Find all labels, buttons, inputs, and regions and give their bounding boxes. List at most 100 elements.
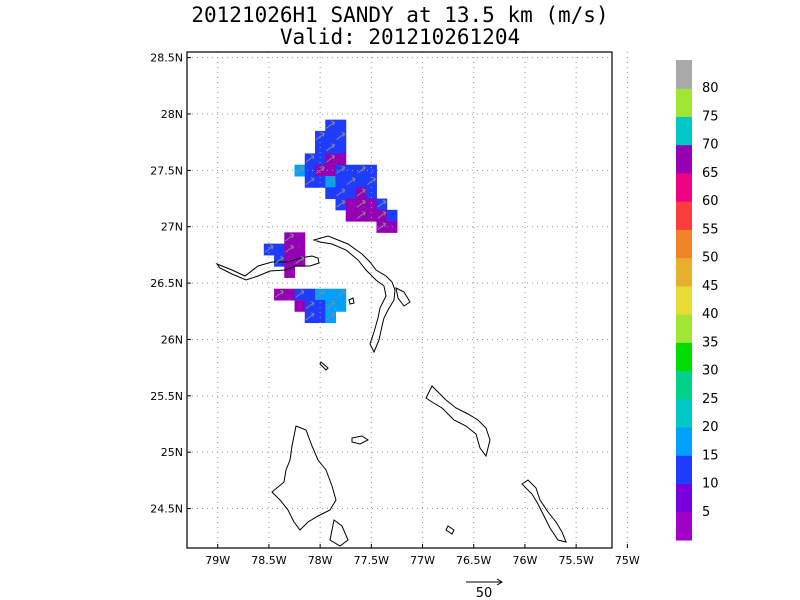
wind-cell [284, 288, 296, 301]
wind-vector-arrow [285, 233, 295, 242]
coastline-eleuthera [425, 385, 491, 458]
wind-vector-arrow [356, 165, 366, 174]
coastline-cat-island [521, 479, 567, 543]
wind-vector-arrow [295, 289, 305, 298]
wind-vector-arrow [346, 177, 356, 186]
wind-vector-arrow [274, 256, 284, 264]
wind-vector-arrow [274, 289, 284, 298]
wind-cell [335, 153, 347, 166]
colorbar-label: 15 [702, 448, 719, 463]
x-tick-label: 75.5W [558, 554, 593, 567]
coastline-grand-bahama [215, 255, 320, 281]
wind-cell [304, 288, 316, 301]
wind-vector-arrow [356, 210, 366, 219]
wind-vector-arrow [305, 154, 315, 163]
colorbar-swatch [676, 427, 692, 456]
colorbar-label: 70 [702, 138, 719, 153]
wind-vector-arrow [356, 188, 366, 197]
colorbar-swatch [676, 342, 692, 372]
colorbar-label: 10 [702, 477, 719, 492]
wind-vector-arrow [305, 312, 315, 321]
wind-vector-arrow [264, 244, 274, 253]
colorbar-label: 75 [702, 109, 719, 124]
colorbar-swatch [676, 455, 692, 485]
colorbar-swatch [676, 483, 692, 513]
colorbar-label: 35 [702, 335, 719, 350]
colorbar-label: 20 [702, 420, 719, 435]
x-tick-label: 77.5W [354, 554, 389, 567]
wind-cell [335, 142, 347, 154]
wind-vector-arrow [356, 199, 366, 208]
wind-cell [315, 142, 326, 154]
wind-vector-arrow [315, 132, 325, 140]
x-tick-label: 78W [308, 554, 333, 567]
colorbar-label: 25 [702, 392, 719, 407]
wind-vector-arrow [295, 256, 305, 264]
wind-vector-arrow [326, 177, 336, 186]
y-tick-label: 25.5N [150, 390, 183, 403]
wind-speed-cells [263, 119, 398, 324]
wind-cell [294, 243, 306, 256]
y-tick-label: 26N [161, 333, 183, 346]
wind-cell [366, 198, 377, 211]
wind-vector-arrow [326, 301, 336, 310]
map-frame [186, 51, 613, 549]
wind-vector-arrow [326, 120, 336, 129]
wind-cell [284, 254, 296, 267]
wind-cell [325, 288, 336, 301]
coastline-small-island-2 [319, 361, 329, 371]
wind-cell [284, 266, 296, 278]
wind-cell [315, 176, 326, 188]
y-tick-label: 26.5N [150, 277, 183, 290]
grid-lines [187, 52, 628, 548]
colorbar-swatch [676, 314, 692, 343]
colorbar-swatch [676, 172, 692, 202]
wind-cell [325, 187, 336, 200]
coastlines [215, 235, 567, 547]
wind-vector-arrow [295, 165, 305, 174]
x-tick-label: 76W [513, 554, 538, 567]
colorbar-swatch [676, 398, 692, 428]
wind-vector-arrow [377, 210, 387, 219]
wind-cell [315, 300, 326, 312]
wind-vector-arrow [336, 132, 346, 140]
wind-cell [335, 300, 347, 312]
wind-vector-arrow [336, 165, 346, 174]
wind-cell [294, 232, 306, 245]
y-tick-label: 24.5N [150, 503, 183, 516]
wind-cell [325, 130, 336, 143]
wind-vector-arrow [305, 177, 315, 186]
wind-cell [274, 243, 285, 256]
colorbar-label: 55 [702, 222, 719, 237]
wind-cell [294, 300, 306, 312]
coastline-abaco-cay [395, 287, 411, 307]
colorbar-label: 5 [702, 505, 710, 520]
wind-cell [366, 164, 377, 177]
wind-vector-arrow [315, 289, 325, 298]
wind-vector-arrow [336, 188, 346, 197]
colorbar-swatch [676, 201, 692, 230]
wind-vector-arrow [336, 199, 346, 208]
colorbar-swatch [676, 257, 692, 287]
colorbar-label: 65 [702, 166, 719, 181]
vector-reference-label: 50 [476, 586, 493, 600]
colorbar: 5 10 15 20 25 30 35 40 45 50 55 60 65 70 75 80 [676, 60, 719, 541]
wind-vector-arrow [305, 301, 315, 310]
wind-cell [345, 209, 357, 222]
colorbar-label: 80 [702, 81, 719, 96]
coastline-exuma-cay [445, 525, 455, 535]
colorbar-swatch [676, 370, 692, 400]
wind-cell [304, 164, 316, 177]
vector-reference: 50 [466, 578, 503, 600]
coastline-small-island-1 [348, 297, 355, 305]
map-title-line1: 20121026H1 SANDY at 13.5 km (m/s) [191, 3, 609, 27]
wind-vector-arrow [285, 244, 295, 253]
wind-cell [335, 119, 347, 132]
colorbar-label: 40 [702, 307, 719, 322]
coastline-andros [271, 425, 337, 531]
x-tick-label: 79W [205, 554, 230, 567]
coastline-andros-south [329, 519, 349, 547]
wind-vector-arrow [326, 143, 336, 152]
x-tick-label: 78.5W [251, 554, 286, 567]
